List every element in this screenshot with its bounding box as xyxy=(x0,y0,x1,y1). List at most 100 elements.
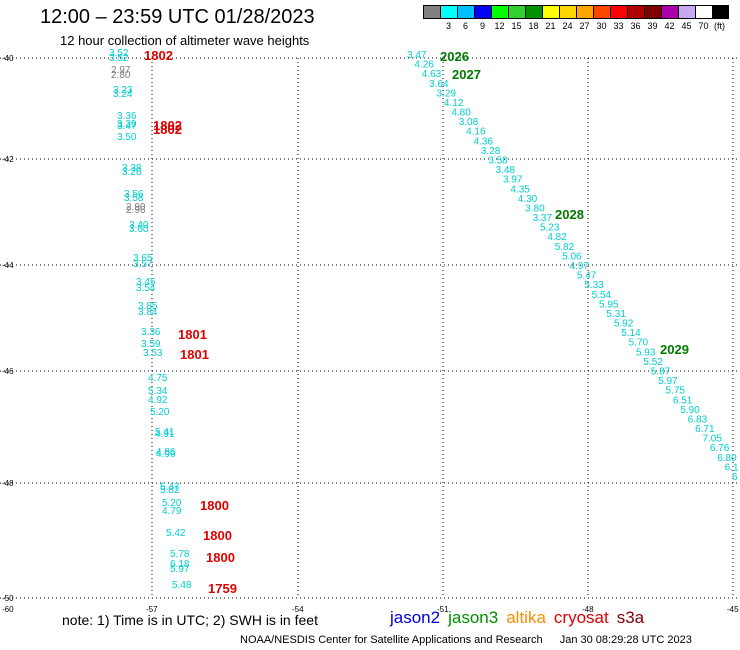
swh-value: 3.53 xyxy=(143,348,163,359)
swh-value: 5.93 xyxy=(636,347,656,358)
swh-value: 3.57 xyxy=(133,259,153,270)
pass-label: 1801 xyxy=(180,347,209,362)
swh-value: 5.75 xyxy=(666,386,686,397)
legend-label: 12 xyxy=(494,21,505,31)
legend-swatch xyxy=(695,5,712,19)
lat-tick-label: -50 xyxy=(2,594,14,603)
swh-value: 5.70 xyxy=(629,338,649,349)
pass-label: 1802 xyxy=(153,122,182,137)
legend-label: 27 xyxy=(579,21,590,31)
satellite-key: jason2 jason3 altika cryosat s3a xyxy=(390,608,652,628)
swh-value: 5.33 xyxy=(584,280,604,291)
pass-label: 2027 xyxy=(452,67,481,82)
legend-swatch xyxy=(610,5,627,19)
swh-value: 4.91 xyxy=(155,429,175,440)
swh-value: 3.52 xyxy=(109,48,129,59)
pass-label: 1800 xyxy=(206,550,235,565)
swh-value: 5.87 xyxy=(651,367,671,378)
footer-credit: NOAA/NESDIS Center for Satellite Applica… xyxy=(240,634,692,646)
legend-swatch xyxy=(593,5,610,19)
swh-value: 3.64 xyxy=(429,79,449,90)
swh-value: 5.97 xyxy=(170,564,190,575)
lat-tick-label: -42 xyxy=(2,155,14,164)
swh-value: 3.37 xyxy=(533,213,553,224)
pass-label: 1801 xyxy=(178,327,207,342)
swh-value: 4.35 xyxy=(510,184,530,195)
legend-label: 42 xyxy=(664,21,675,31)
satellite-cryosat: cryosat xyxy=(553,608,609,627)
swh-value: 4.26 xyxy=(414,60,434,71)
legend-label: 3 xyxy=(445,21,451,31)
lon-tick-label: -48 xyxy=(582,605,594,614)
swh-value: 5.47 xyxy=(577,271,597,282)
footer-note: note: 1) Time is in UTC; 2) SWH is in fe… xyxy=(62,612,318,628)
swh-value: 5.42 xyxy=(166,528,186,539)
swh-value: 5.92 xyxy=(614,319,634,330)
swh-value: 4.12 xyxy=(444,98,464,109)
swh-value: 2.80 xyxy=(111,70,131,81)
swh-value: 3.84 xyxy=(138,307,158,318)
legend-label: 39 xyxy=(647,21,658,31)
swh-value: 3.29 xyxy=(437,88,457,99)
pass-label: 2028 xyxy=(555,207,584,222)
legend-label: 15 xyxy=(511,21,522,31)
east-track: 3.474.264.633.643.294.124.803.084.164.36… xyxy=(407,49,739,483)
swh-value: 3.23 xyxy=(113,85,133,96)
swh-value: 4.30 xyxy=(518,194,538,205)
swh-value: 3.08 xyxy=(459,117,479,128)
swh-value: 3.40 xyxy=(129,220,149,231)
legend-unit: (ft) xyxy=(714,21,725,31)
swh-value: 3.24 xyxy=(113,89,133,100)
legend-swatch xyxy=(474,5,491,19)
swh-value: 5.06 xyxy=(562,251,582,262)
swh-value: 5.82 xyxy=(160,485,180,496)
swh-value: 3.59 xyxy=(141,339,161,350)
swh-value: 2.90 xyxy=(126,202,146,213)
color-legend xyxy=(423,5,729,19)
swh-value: 6 xyxy=(732,472,738,483)
swh-value: 6.76 xyxy=(710,443,730,454)
swh-value: 3.54 xyxy=(136,283,156,294)
swh-value: 4.75 xyxy=(148,373,168,384)
swh-value: 5.41 xyxy=(155,427,175,438)
swh-value: 5.20 xyxy=(162,498,182,509)
swh-value: 4.97 xyxy=(570,261,590,272)
swh-value: 6.51 xyxy=(673,395,693,406)
swh-value: 4.16 xyxy=(466,127,486,138)
swh-value: 5.78 xyxy=(170,549,190,560)
legend-label: 30 xyxy=(596,21,607,31)
legend-label: 70 xyxy=(698,21,709,31)
swh-value: 3.56 xyxy=(124,189,144,200)
swh-value: 6.1 xyxy=(725,462,739,473)
swh-value: 3.48 xyxy=(496,165,516,176)
swh-value: 5.20 xyxy=(150,407,170,418)
legend-label: 24 xyxy=(562,21,573,31)
swh-value: 5.52 xyxy=(643,357,663,368)
chart-subtitle: 12 hour collection of altimeter wave hei… xyxy=(60,33,310,48)
swh-value: 3.36 xyxy=(117,111,137,122)
swh-value: 4.96 xyxy=(156,449,176,460)
swh-value: 2.97 xyxy=(111,65,131,76)
legend-swatch xyxy=(508,5,525,19)
legend-swatch xyxy=(457,5,474,19)
swh-value: 3.60 xyxy=(129,224,149,235)
corner-tick-label: -60 xyxy=(2,605,14,614)
color-legend-labels: 3 6 9 12 15 18 21 24 27 30 33 36 39 42 45 70 (ft) xyxy=(423,21,725,31)
swh-value: 5.48 xyxy=(172,580,192,591)
chart-title: 12:00 – 23:59 UTC 01/28/2023 xyxy=(40,6,315,28)
lon-tick-label: -45 xyxy=(727,605,739,614)
swh-value: 3.58 xyxy=(488,156,508,167)
swh-value: 6.80 xyxy=(717,453,737,464)
swh-value: 5.90 xyxy=(680,405,700,416)
swh-value: 4.80 xyxy=(451,108,471,119)
pass-label: 1800 xyxy=(200,498,229,513)
swh-value: 3.65 xyxy=(133,253,153,264)
pass-label: 1802 xyxy=(144,48,173,63)
swh-value: 5.14 xyxy=(621,328,641,339)
swh-value: 5.97 xyxy=(658,376,678,387)
swh-value: 6.18 xyxy=(170,559,190,570)
swh-value: 3.45 xyxy=(136,277,156,288)
swh-value: 4.36 xyxy=(473,136,493,147)
swh-value: 5.95 xyxy=(599,299,619,310)
legend-swatch xyxy=(627,5,644,19)
